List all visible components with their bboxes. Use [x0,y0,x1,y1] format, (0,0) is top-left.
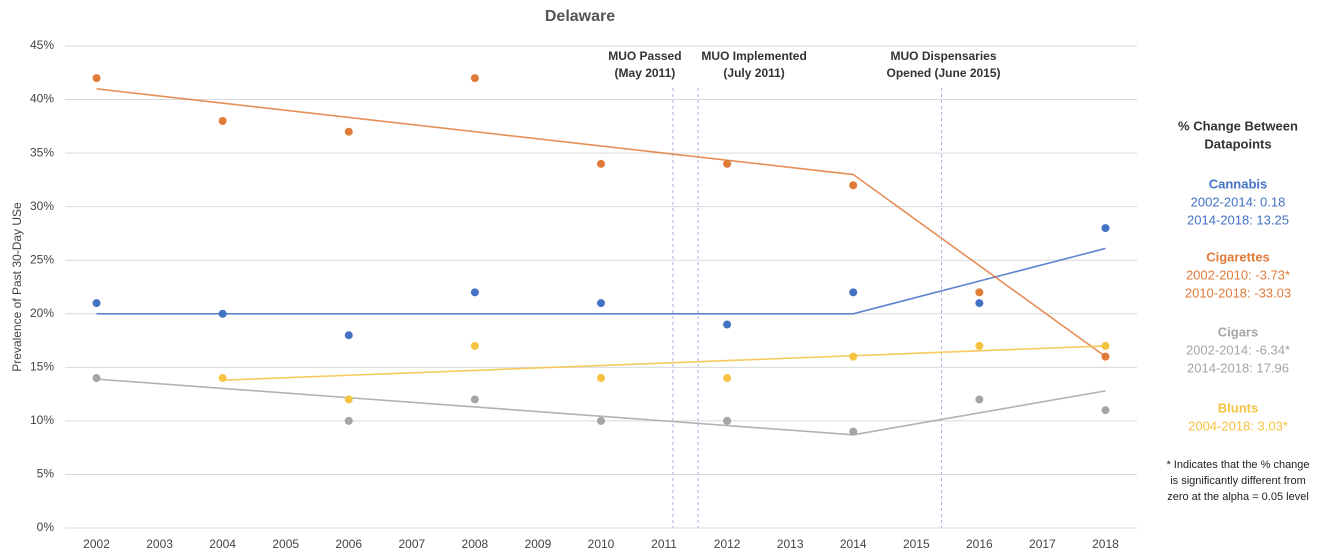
x-tick-label: 2003 [146,537,173,551]
y-tick-label: 0% [37,520,55,534]
panel-title: Datapoints [1204,136,1271,151]
x-tick-label: 2016 [966,537,993,551]
data-point [92,374,101,383]
footnote: zero at the alpha = 0.05 level [1167,491,1309,503]
data-point [92,299,101,308]
chart-title: Delaware [545,8,615,25]
panel-group-name: Cannabis [1209,176,1268,191]
data-point [218,116,227,125]
x-tick-label: 2015 [903,537,930,551]
x-tick-label: 2018 [1092,537,1119,551]
data-point [849,427,858,436]
trend-line [222,345,1106,381]
x-tick-label: 2004 [209,537,236,551]
footnote: * Indicates that the % change [1166,459,1309,471]
data-point [344,395,353,404]
data-point [849,352,858,361]
data-point [849,181,858,190]
x-tick-label: 2014 [840,537,867,551]
x-tick-label: 2011 [651,537,677,551]
y-tick-label: 40% [30,92,54,106]
annotation: MUO Passed [608,49,681,63]
y-tick-label: 20% [30,306,54,320]
y-tick-label: 25% [30,252,54,266]
y-tick-label: 15% [30,360,54,374]
data-point [470,395,479,404]
data-point [470,288,479,297]
annotation: MUO Implemented [701,49,806,63]
annotation: (July 2011) [723,66,784,80]
x-tick-label: 2006 [335,537,362,551]
x-tick-label: 2005 [272,537,299,551]
annotation: (May 2011) [615,66,676,80]
data-point [597,299,605,308]
data-point [1101,406,1110,415]
panel-group-name: Blunts [1218,400,1258,415]
data-point [1101,341,1110,350]
data-point [218,309,227,318]
trend-line [96,247,1106,315]
panel-stat: 2002-2010: -3.73* [1186,267,1290,282]
data-point [975,395,984,404]
data-point [344,416,353,425]
trend-line [96,88,1106,358]
panel-stat: 2010-2018: -33.03 [1185,285,1291,300]
panel-group-name: Cigarettes [1206,249,1270,264]
data-point [723,159,732,168]
x-tick-label: 2012 [714,537,741,551]
data-point [975,299,984,308]
y-axis-label: Prevalence of Past 30-Day USe [10,202,24,372]
data-point [975,341,984,350]
data-point [723,416,732,425]
panel-stat: 2014-2018: 13.25 [1187,212,1289,227]
data-point [1101,224,1110,233]
y-tick-label: 35% [30,145,54,159]
panel-group-name: Cigars [1218,324,1258,339]
x-tick-label: 2002 [83,537,110,551]
x-tick-label: 2010 [588,537,615,551]
x-tick-label: 2017 [1029,537,1056,551]
y-tick-label: 10% [30,413,54,427]
annotation: MUO Dispensaries [890,49,996,63]
data-point [597,159,605,168]
x-tick-label: 2009 [525,537,552,551]
data-point [470,74,479,83]
data-point [344,331,353,340]
y-tick-label: 45% [30,38,54,52]
annotation: Opened (June 2015) [886,66,1000,80]
y-tick-label: 30% [30,199,54,213]
data-point [218,374,227,383]
panel-stat: 2014-2018: 17.96 [1187,360,1289,375]
data-point [597,374,605,383]
data-point [723,374,732,383]
data-point [975,288,984,297]
y-tick-label: 5% [37,467,55,481]
data-point [470,341,479,350]
x-tick-label: 2007 [398,537,425,551]
data-point [723,320,732,329]
x-tick-label: 2008 [462,537,489,551]
data-point [92,74,101,83]
panel-stat: 2002-2014: -6.34* [1186,342,1290,357]
data-point [344,127,353,136]
data-point [1101,352,1110,361]
panel-title: % Change Between [1178,118,1298,133]
trend-line [96,378,1106,436]
data-point [597,416,605,425]
panel-stat: 2002-2014: 0.18 [1191,194,1286,209]
footnote: is significantly different from [1170,475,1306,487]
x-tick-label: 2013 [777,537,804,551]
panel-stat: 2004-2018: 3.03* [1188,418,1288,433]
data-point [849,288,858,297]
